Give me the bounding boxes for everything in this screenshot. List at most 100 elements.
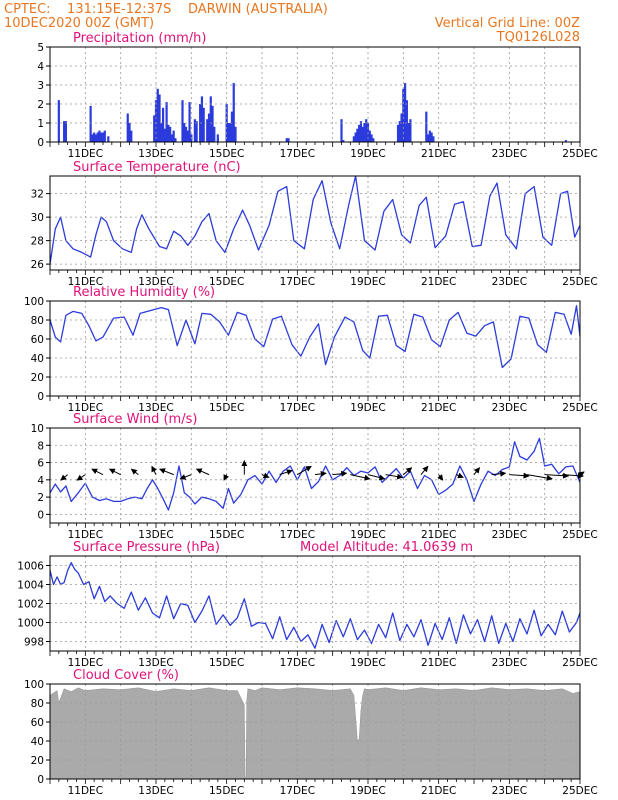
precip-bar — [184, 126, 188, 142]
precip-bar — [396, 124, 400, 142]
cloud-xtick-label: 13DEC — [138, 785, 173, 797]
precip-ytick-label: 5 — [37, 42, 44, 54]
pres-xtick-label: 15DEC — [209, 657, 244, 669]
wind-xtick-label: 15DEC — [209, 529, 244, 541]
temp-xtick-label: 15DEC — [209, 276, 244, 288]
precip-bar — [363, 123, 366, 142]
wind-vector-arrow — [91, 468, 104, 476]
temp-ytick-label: 30 — [31, 212, 44, 224]
wind-title: Surface Wind (m/s) — [73, 412, 197, 427]
wind-ytick-label: 2 — [37, 492, 44, 504]
rh-xtick-label: 17DEC — [280, 402, 315, 414]
precip-bar — [172, 130, 175, 142]
precip-bar — [165, 102, 168, 142]
wind-panel: 0 2 4 6 8 10 11DEC 13DEC 15DEC 17DEC 19DEC 21DEC 23D… — [31, 412, 598, 541]
precip-xtick-label: 21DEC — [421, 148, 456, 160]
wind-xtick-label: 25DEC — [562, 529, 597, 541]
wind-xtick-label: 23DEC — [492, 529, 527, 541]
wind-vector-arrow — [385, 473, 404, 480]
precip-bar — [211, 105, 214, 142]
precip-bar — [153, 115, 156, 142]
precip-bar — [409, 119, 412, 142]
precip-panel: 0 1 2 3 4 5 11DEC 13DEC 15DEC 17DEC 19DEC 21DEC 23DE… — [37, 31, 597, 160]
header-grid-note: Vertical Grid Line: 00Z — [435, 16, 580, 31]
precip-bar — [229, 123, 232, 142]
rh-xtick-label: 19DEC — [350, 402, 385, 414]
precip-bar — [174, 138, 177, 142]
cloud-xtick-label: 11DEC — [68, 785, 103, 797]
precip-bar — [186, 130, 189, 142]
precip-bar — [181, 100, 184, 142]
wind-vector-arrow — [108, 468, 121, 476]
wind-vector-arrow — [195, 468, 210, 476]
precip-bar — [398, 121, 401, 142]
wind-frame — [49, 427, 581, 524]
pres-xtick-label: 17DEC — [280, 657, 315, 669]
temp-ytick-label: 32 — [31, 189, 44, 201]
precip-bar — [167, 124, 170, 142]
precip-bar — [154, 100, 158, 142]
precip-bar — [63, 121, 66, 142]
precip-bar — [100, 132, 103, 142]
precip-bar — [207, 113, 211, 142]
precip-bar — [169, 126, 172, 142]
temp-ytick-label: 28 — [31, 236, 44, 248]
rh-panel: 0 20 40 60 80 100 11DEC 13DEC 15DEC 17DEC 19DEC 21D… — [24, 285, 598, 414]
wind-vector-arrow — [473, 467, 480, 475]
precip-bar — [158, 94, 161, 142]
precip-bar — [370, 134, 373, 142]
wind-xtick-label: 19DEC — [350, 529, 385, 541]
precip-bar — [107, 136, 110, 142]
cloud-xtick-label: 23DEC — [492, 785, 527, 797]
pres-ytick-label: 1006 — [17, 561, 44, 573]
precip-bar — [368, 130, 371, 142]
precip-bar — [285, 138, 288, 142]
precip-bar — [156, 88, 159, 142]
cloud-xtick-label: 15DEC — [209, 785, 244, 797]
pres-xtick-label: 21DEC — [421, 657, 456, 669]
pres-xtick-label: 25DEC — [562, 657, 597, 669]
pres-xtick-label: 23DEC — [492, 657, 527, 669]
precip-bar — [57, 100, 60, 142]
precip-bar — [359, 121, 363, 142]
wind-vector-arrow — [60, 474, 68, 481]
precip-bar — [352, 136, 355, 142]
precip-xtick-label: 23DEC — [492, 148, 527, 160]
rh-ytick-label: 40 — [31, 353, 44, 365]
rh-xtick-label: 11DEC — [68, 402, 103, 414]
pres-xtick-label: 19DEC — [350, 657, 385, 669]
precip-bar — [160, 123, 163, 142]
wind-xtick-label: 11DEC — [68, 529, 103, 541]
temp-xtick-label: 23DEC — [492, 276, 527, 288]
precip-bar — [230, 111, 234, 142]
wind-ytick-label: 6 — [37, 458, 44, 470]
precip-bar — [89, 105, 92, 142]
cloud-ytick-label: 100 — [24, 679, 44, 691]
rh-line — [49, 305, 581, 369]
precip-bar — [354, 132, 357, 142]
wind-vector-arrow — [223, 474, 229, 481]
precip-bar — [372, 138, 375, 142]
cloud-ytick-label: 40 — [31, 736, 44, 748]
precip-bar — [216, 134, 219, 142]
wind-vector-arrow — [297, 465, 312, 476]
precip-bar — [426, 134, 430, 142]
pres-xtick-label: 13DEC — [138, 657, 173, 669]
pres-annotation: Model Altitude: 41.0639 m — [300, 540, 473, 555]
precip-bar — [400, 113, 403, 142]
temp-xtick-label: 21DEC — [421, 276, 456, 288]
rh-ytick-label: 20 — [31, 372, 44, 384]
cloud-ytick-label: 60 — [31, 717, 44, 729]
precip-bar — [365, 119, 368, 142]
wind-xtick-label: 17DEC — [280, 529, 315, 541]
precip-ytick-label: 4 — [37, 61, 44, 73]
precip-bar — [93, 132, 96, 142]
temp-xtick-label: 17DEC — [280, 276, 315, 288]
cloud-ytick-label: 20 — [31, 755, 44, 767]
precip-ytick-label: 2 — [37, 99, 44, 111]
precip-bar — [213, 126, 216, 142]
precip-bar — [234, 126, 237, 142]
precip-bar — [232, 83, 235, 142]
precip-xtick-label: 25DEC — [562, 148, 597, 160]
header-location: CPTEC: 131:15E-12:37S DARWIN (AUSTRALIA) — [4, 2, 328, 17]
